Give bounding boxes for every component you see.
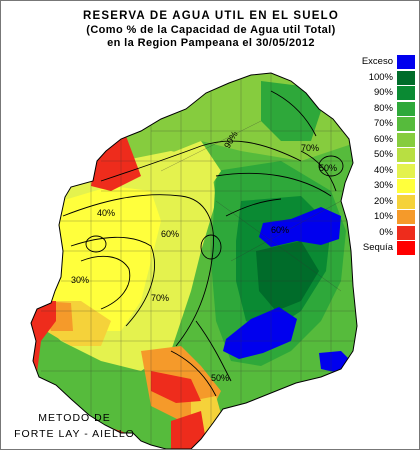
legend-item: 20% [357,194,419,211]
contour-labels: 90% 70% 40% 30% 60% 70% 60% 50% 50% [71,129,337,383]
legend-item: 60% [357,132,419,149]
legend-swatch [397,117,415,131]
legend-swatch [397,163,415,178]
legend-item: 0% [357,225,419,242]
legend-swatch [397,86,415,100]
legend-label: 80% [373,102,393,114]
legend-label: 60% [373,133,393,145]
legend-item: 90% [357,86,419,102]
legend-swatch [397,101,415,116]
method-line-2: FORTE LAY - AIELLO [14,428,135,440]
contour-label: 40% [97,208,115,218]
legend-label: 100% [368,71,393,83]
legend-item: 10% [357,210,419,226]
legend-swatch [397,194,415,209]
method-line-1: METODO DE [38,412,111,424]
legend-label: 50% [373,149,393,160]
legend-label: Exceso [361,56,393,67]
map-title: RESERVA DE AGUA UTIL EN EL SUELO [82,10,340,22]
legend-label: 10% [373,211,393,222]
contour-label: 50% [319,163,337,173]
map-date-line: en la Region Pampeana el 30/05/2012 [107,37,315,49]
legend-swatch [397,241,415,255]
legend-swatch [397,225,415,240]
contour-label: 70% [301,143,319,153]
legend: Exceso 100% 90% 80% 70% 60% 50% 40% 30% 20% 10% 0% S… [357,55,419,257]
legend-label: 30% [373,180,393,191]
contour-label: 60% [161,229,179,239]
legend-label: 90% [373,87,393,98]
map-subtitle: (Como % de la Capacidad de Agua util Tot… [86,24,336,36]
method-note: METODO DE FORTE LAY - AIELLO [7,410,142,442]
legend-swatch [397,132,415,147]
legend-item: Sequía [357,241,419,257]
region-outline [30,72,358,449]
legend-swatch [397,179,415,193]
legend-item: 70% [357,117,419,133]
legend-item: 80% [357,101,419,118]
legend-item: Exceso [357,55,419,71]
legend-swatch [397,148,415,162]
contour-label: 30% [71,275,89,285]
moisture-fill [31,73,357,449]
legend-swatch [397,70,415,85]
legend-label: 0% [379,226,393,238]
legend-item: 40% [357,163,419,180]
legend-item: 50% [357,148,419,164]
legend-label: 20% [373,195,393,207]
legend-item: 100% [357,70,419,87]
legend-label: 70% [373,118,393,129]
legend-label: Sequía [362,242,393,253]
legend-label: 40% [373,164,393,176]
legend-swatch [397,55,415,69]
contour-label: 70% [151,293,169,303]
contour-label: 60% [271,225,289,235]
contour-lines [62,90,344,397]
contour-label: 50% [211,373,229,383]
legend-item: 30% [357,179,419,195]
legend-swatch [397,210,415,224]
